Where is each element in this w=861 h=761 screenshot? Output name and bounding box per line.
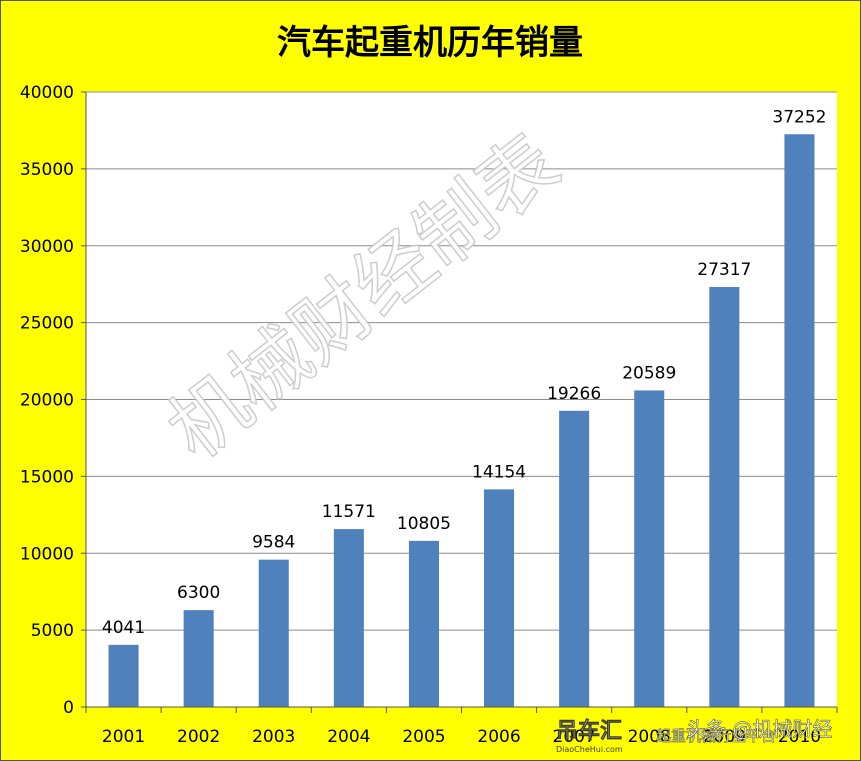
x-axis: 2001 2002 2003 2004 2005 2006 2007 2008 2009 2010 xyxy=(85,706,838,747)
y-tick-label: 0 xyxy=(63,698,74,718)
data-label: 4041 xyxy=(102,618,145,638)
y-axis: 0 5000 10000 15000 20000 25000 30000 35000 40000 xyxy=(20,83,87,718)
data-label: 9584 xyxy=(252,533,295,553)
x-tick-label: 2004 xyxy=(327,727,370,747)
data-label: 10805 xyxy=(397,514,451,534)
bar xyxy=(559,410,590,707)
footer-watermark: 吊车汇 DiaoCheHui.com 起重机械行业平台 头条 @机械财经 xyxy=(556,717,833,754)
footer-brand: 吊车汇 xyxy=(556,718,622,744)
x-tick-label: 2008 xyxy=(628,727,671,747)
bar xyxy=(709,287,740,707)
data-label: 14154 xyxy=(472,462,526,482)
bars: 4041 6300 9584 11571 10805 14154 19266 20589 273… xyxy=(102,107,826,708)
y-tick-label: 10000 xyxy=(20,544,74,564)
footer-brand-url: DiaoCheHui.com xyxy=(556,745,623,754)
y-tick-label: 30000 xyxy=(20,237,74,257)
y-tick-label: 15000 xyxy=(20,467,74,487)
y-tick-label: 5000 xyxy=(31,621,74,641)
y-tick-label: 40000 xyxy=(20,83,74,103)
x-tick-label: 2006 xyxy=(477,727,520,747)
y-tick-label: 20000 xyxy=(20,391,74,411)
bar xyxy=(484,489,515,707)
chart-title: 汽车起重机历年销量 xyxy=(277,23,583,63)
bar xyxy=(108,644,139,707)
bar xyxy=(258,559,289,707)
bar xyxy=(408,540,439,707)
data-label: 19266 xyxy=(547,384,601,404)
x-tick-label: 2001 xyxy=(102,727,145,747)
x-tick-label: 2002 xyxy=(177,727,220,747)
y-tick-label: 25000 xyxy=(20,314,74,334)
bar xyxy=(183,610,214,707)
bar xyxy=(333,529,364,707)
data-label: 6300 xyxy=(177,583,220,603)
data-label: 37252 xyxy=(772,107,826,127)
x-tick-label: 2003 xyxy=(252,727,295,747)
x-tick-label: 2005 xyxy=(402,727,445,747)
data-label: 27317 xyxy=(697,260,751,280)
y-tick-label: 35000 xyxy=(20,160,74,180)
bar xyxy=(634,390,665,707)
bar xyxy=(784,134,815,708)
data-label: 20589 xyxy=(622,363,676,383)
footer-platform: 起重机械行业平台 xyxy=(656,727,776,745)
x-tick-label: 2007 xyxy=(553,727,596,747)
x-tick-label: 2009 xyxy=(703,727,746,747)
data-label: 11571 xyxy=(322,502,376,522)
x-tick-label: 2010 xyxy=(778,727,821,747)
footer-source: 头条 @机械财经 xyxy=(686,717,832,741)
